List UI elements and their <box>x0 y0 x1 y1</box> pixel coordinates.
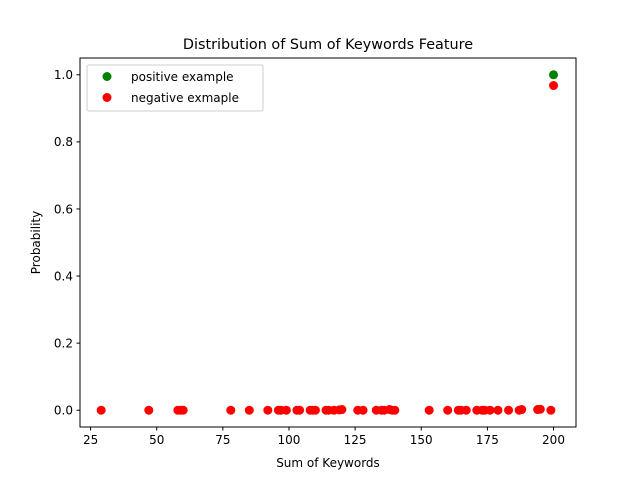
negative-example-point <box>549 81 559 91</box>
negative-example-point <box>96 405 106 415</box>
x-tick-label: 75 <box>215 433 230 447</box>
positive-example-point <box>549 70 559 80</box>
negative-example-point <box>485 405 495 415</box>
negative-example-point <box>310 405 320 415</box>
legend-label-negative: negative exmaple <box>131 91 239 105</box>
x-tick-label: 50 <box>149 433 164 447</box>
negative-example-point <box>504 405 514 415</box>
y-axis-ticks: 0.0 0.2 0.4 0.6 0.8 1.0 <box>54 68 80 418</box>
negative-example-point <box>226 405 236 415</box>
negative-example-point <box>244 405 254 415</box>
negative-example-point <box>546 405 556 415</box>
x-tick-label: 25 <box>83 433 98 447</box>
plot-frame <box>79 57 577 428</box>
negative-example-point <box>535 404 545 414</box>
y-tick-label: 1.0 <box>54 68 73 82</box>
plot-area <box>80 58 576 427</box>
negative-example-point <box>263 405 273 415</box>
negative-example-point <box>443 405 453 415</box>
legend-box <box>86 64 264 112</box>
x-tick-label: 125 <box>344 433 367 447</box>
x-tick-label: 100 <box>278 433 301 447</box>
x-tick-label: 175 <box>476 433 499 447</box>
legend: positive example negative exmaple <box>86 64 264 112</box>
y-tick-label: 0.6 <box>54 202 73 216</box>
y-axis-label: Probability <box>29 211 43 274</box>
x-tick-label: 150 <box>410 433 433 447</box>
negative-example-point <box>390 405 400 415</box>
negative-example-point <box>178 405 188 415</box>
negative-example-point <box>517 405 527 415</box>
negative-example-point <box>493 405 503 415</box>
negative-example-point <box>144 405 154 415</box>
negative-example-point <box>295 405 305 415</box>
legend-marker-negative <box>102 93 112 102</box>
x-axis-label: Sum of Keywords <box>276 456 380 470</box>
chart-title: Distribution of Sum of Keywords Feature <box>183 37 473 53</box>
legend-label-positive: positive example <box>131 70 234 84</box>
legend-marker-positive <box>102 72 112 81</box>
y-tick-label: 0.0 <box>54 404 73 418</box>
negative-example-point <box>461 405 471 415</box>
scatter-marks <box>96 70 559 415</box>
negative-example-point <box>337 405 347 415</box>
x-axis-ticks: 25 50 75 100 125 150 175 200 <box>83 427 565 447</box>
y-tick-label: 0.8 <box>54 135 73 149</box>
y-tick-label: 0.2 <box>54 336 73 350</box>
negative-example-point <box>424 405 434 415</box>
y-tick-label: 0.4 <box>54 269 73 283</box>
x-tick-label: 200 <box>542 433 565 447</box>
negative-example-point <box>281 405 291 415</box>
negative-example-point <box>358 405 368 415</box>
